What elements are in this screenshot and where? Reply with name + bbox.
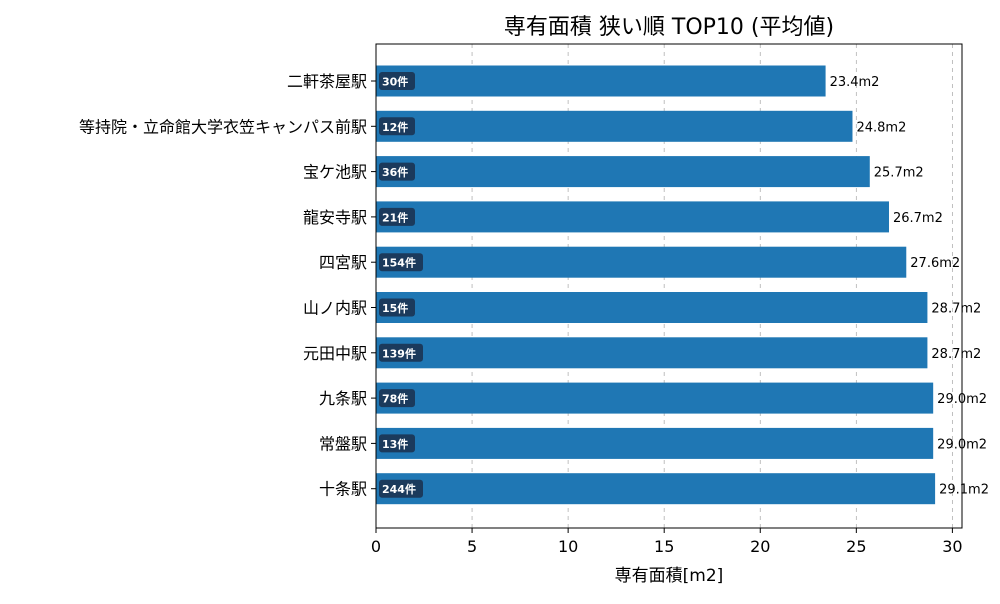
y-tick-label: 等持院・立命館大学衣笠キャンパス前駅 xyxy=(79,117,367,136)
plot-frame xyxy=(375,43,963,529)
value-label: 28.7m2 xyxy=(931,302,981,317)
count-label: 15件 xyxy=(382,301,408,315)
y-tick-label: 山ノ内駅 xyxy=(303,299,367,318)
bar xyxy=(376,473,936,505)
y-tick-label: 九条駅 xyxy=(319,389,367,408)
count-label: 12件 xyxy=(382,120,408,134)
value-label: 25.7m2 xyxy=(874,166,924,181)
count-badge xyxy=(379,343,423,362)
bar xyxy=(376,246,907,278)
bar xyxy=(376,292,928,323)
x-tick-label: 5 xyxy=(467,537,477,556)
x-tick-label: 15 xyxy=(654,537,674,556)
bar xyxy=(376,337,928,369)
x-tick-label: 25 xyxy=(846,537,866,556)
count-badge xyxy=(379,72,415,90)
count-badge xyxy=(379,298,415,317)
value-label: 27.6m2 xyxy=(910,256,960,271)
value-label: 28.7m2 xyxy=(931,347,981,362)
x-axis-ticks: 0 5 10 15 20 25 30 xyxy=(371,528,963,556)
bars-layer: 30件 23.4m2 12件 24.8m2 36件 25.7m2 21件 26.7m2 154件… xyxy=(376,65,989,505)
y-tick-label: 宝ケ池駅 xyxy=(303,163,367,182)
count-label: 30件 xyxy=(382,75,408,89)
count-badge xyxy=(379,162,415,181)
count-label: 139件 xyxy=(382,346,416,360)
bar xyxy=(376,110,853,142)
count-label: 21件 xyxy=(382,210,408,224)
count-badge xyxy=(379,253,423,272)
count-label: 244件 xyxy=(382,482,416,496)
bar xyxy=(376,201,889,233)
x-tick-label: 30 xyxy=(942,537,962,556)
count-badge xyxy=(379,389,415,408)
bar xyxy=(376,382,934,414)
x-tick-label: 10 xyxy=(558,537,578,556)
value-label: 26.7m2 xyxy=(893,211,943,226)
y-tick-label: 龍安寺駅 xyxy=(303,208,367,227)
count-badge xyxy=(379,117,415,136)
chart-title: 専有面積 狭い順 TOP10 (平均値) xyxy=(504,15,834,40)
y-axis-labels: 二軒茶屋駅等持院・立命館大学衣笠キャンパス前駅宝ケ池駅龍安寺駅四宮駅山ノ内駅元田… xyxy=(79,72,376,499)
count-label: 154件 xyxy=(382,256,416,270)
value-label: 24.8m2 xyxy=(856,120,906,135)
count-badge xyxy=(379,207,415,226)
y-tick-label: 常盤駅 xyxy=(319,434,367,453)
value-label: 29.1m2 xyxy=(939,483,989,498)
count-label: 36件 xyxy=(382,165,408,179)
y-tick-label: 元田中駅 xyxy=(303,344,367,363)
y-tick-label: 十条駅 xyxy=(319,480,367,499)
count-label: 78件 xyxy=(382,392,408,406)
x-axis-label: 専有面積[m2] xyxy=(615,566,724,586)
count-badge xyxy=(379,479,423,498)
x-tick-label: 20 xyxy=(750,537,770,556)
count-label: 13件 xyxy=(382,437,408,451)
x-tick-label: 0 xyxy=(371,537,381,556)
count-badge xyxy=(379,434,415,453)
y-tick-label: 二軒茶屋駅 xyxy=(287,72,367,91)
bar xyxy=(376,65,826,97)
value-label: 23.4m2 xyxy=(830,75,880,90)
bar xyxy=(376,427,934,459)
bar xyxy=(376,156,870,188)
y-tick-label: 四宮駅 xyxy=(319,253,367,272)
